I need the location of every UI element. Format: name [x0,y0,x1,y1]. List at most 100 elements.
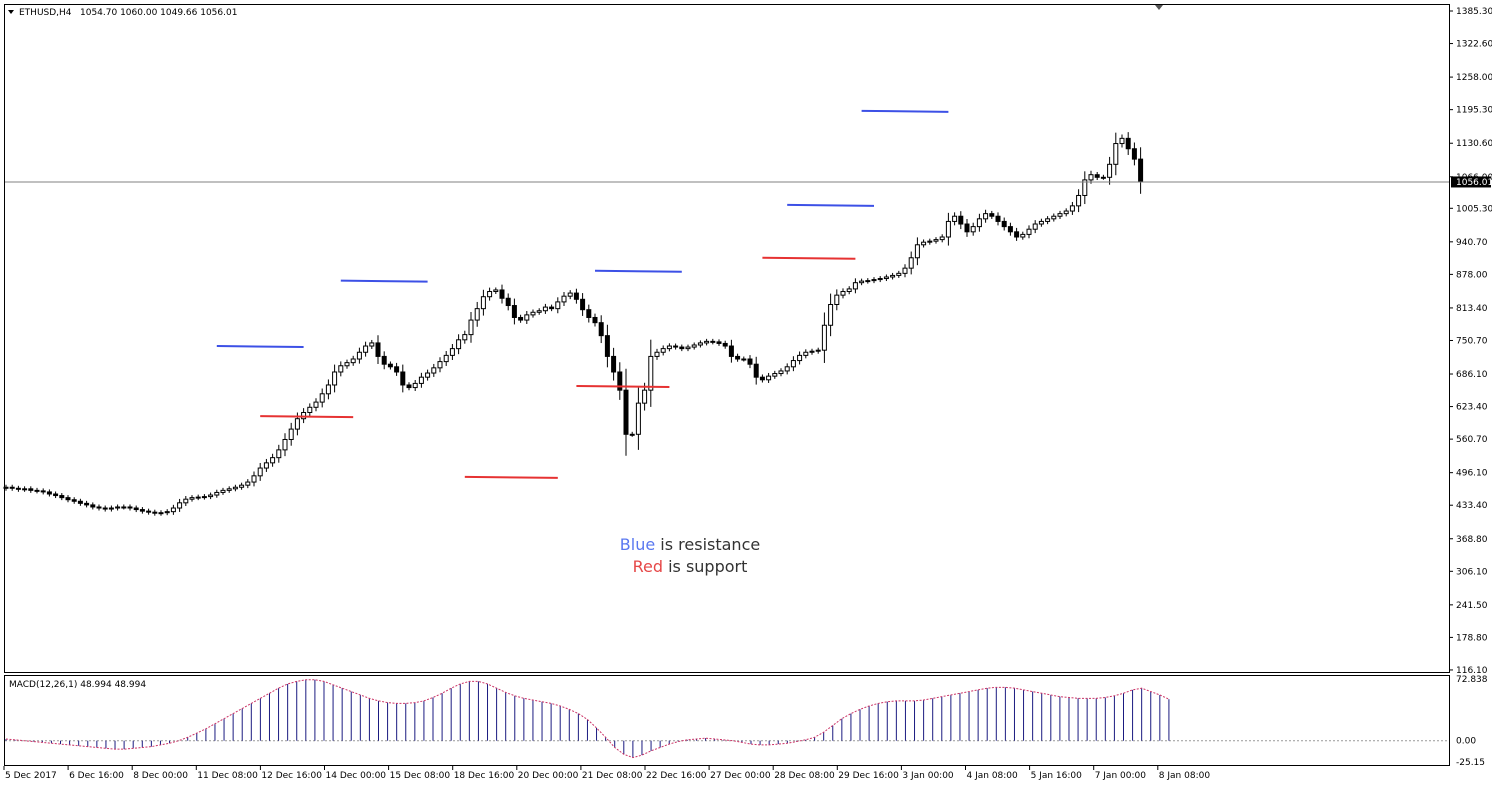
candle-body [102,507,108,510]
candle-body [524,314,530,321]
candle-body [976,218,982,228]
candle-body [133,507,139,511]
candle-body [325,384,331,395]
candle-body [493,289,499,293]
candle-body [747,358,753,365]
candle-body [1020,233,1026,238]
candle-body [933,239,939,242]
candle-body [803,351,809,356]
candle-body [846,288,852,293]
candle-body [580,298,586,311]
candle-body [59,495,65,499]
candle-body [313,401,319,408]
candle-body [735,355,741,360]
candle-body [561,295,567,303]
candle-body [239,484,245,488]
candle-body [15,487,21,490]
candle-body [307,406,313,413]
candle-body [456,339,462,350]
candle-body [319,393,325,403]
candle-body [1045,218,1051,222]
candle-body [1001,220,1007,228]
legend-support: Red is support [633,557,748,576]
time-tick-label: 12 Dec 16:00 [261,771,322,781]
candle-body [468,319,474,336]
candle-body [809,350,815,353]
candle-body [1032,223,1038,230]
candle-body [1026,228,1032,235]
candle-body [927,240,933,243]
price-tick-label: 1130.60 [1456,139,1492,149]
macd-signal-line [5,679,1170,759]
candle-body [282,438,288,451]
time-tick-label: 8 Jan 08:00 [1159,771,1211,781]
candle-body [1088,174,1094,181]
candle-body [449,348,455,356]
legend-support-word: Red [633,557,663,576]
candle-body [220,489,226,493]
chart-shift-marker-icon[interactable] [1155,5,1163,10]
time-tick-label: 14 Dec 00:00 [326,771,387,781]
candle-body [989,213,995,217]
price-tick-label: 1195.30 [1456,106,1492,116]
candle-body [629,433,635,436]
candle-body [183,498,189,504]
price-tick-label: 560.70 [1456,435,1488,445]
resistance-line [594,269,682,273]
candle-body [245,481,251,486]
candle-body [226,488,232,491]
candle-body [115,506,121,509]
candle-body [412,382,418,389]
candle-body [394,366,400,373]
candle-body [1107,163,1113,178]
candle-body [425,372,431,378]
candle-body [1082,179,1088,196]
candle-body [338,365,344,373]
candle-body [1069,205,1075,212]
candle-body [375,342,381,357]
candle-body [28,488,34,491]
candle-body [350,358,356,364]
ohlc-label: 1054.70 1060.00 1049.66 1056.01 [80,8,237,18]
candle-body [648,355,654,391]
support-line [464,475,558,479]
price-tick-label: 750.70 [1456,336,1488,346]
price-tick-label: 368.80 [1456,535,1488,545]
price-tick-label: 433.40 [1456,501,1488,511]
candle-body [1125,137,1131,150]
candle-body [1094,174,1100,178]
candle-body [146,510,152,513]
candle-body [797,354,803,362]
candle-body [784,366,790,372]
candle-body [871,279,877,282]
candle-body [828,303,834,326]
candle-body [573,292,579,300]
time-tick-label: 8 Dec 00:00 [133,771,188,781]
candle-body [759,376,765,381]
candle-body [890,274,896,278]
price-tick-label: 178.80 [1456,633,1488,643]
candle-body [369,342,375,347]
current-price-tag: 1056.01 [1456,178,1492,188]
macd-plot-frame [4,675,1450,766]
price-tick-label: 496.10 [1456,469,1488,479]
candle-body [778,370,784,375]
price-tick-label: 813.40 [1456,304,1488,314]
candle-body [356,351,362,360]
candle-body [195,496,201,499]
candle-body [22,488,28,491]
candle-body [666,345,672,350]
dropdown-arrow-icon[interactable] [8,10,14,14]
candle-body [53,493,59,497]
candle-body [859,280,865,284]
candle-body [505,297,511,307]
candle-body [691,344,697,348]
candle-body [952,215,958,222]
candle-body [139,509,145,512]
candle-body [487,291,493,298]
time-tick-label: 3 Jan 00:00 [902,771,954,781]
candle-body [201,496,207,499]
candle-body [865,280,871,283]
candle-body [363,345,369,353]
